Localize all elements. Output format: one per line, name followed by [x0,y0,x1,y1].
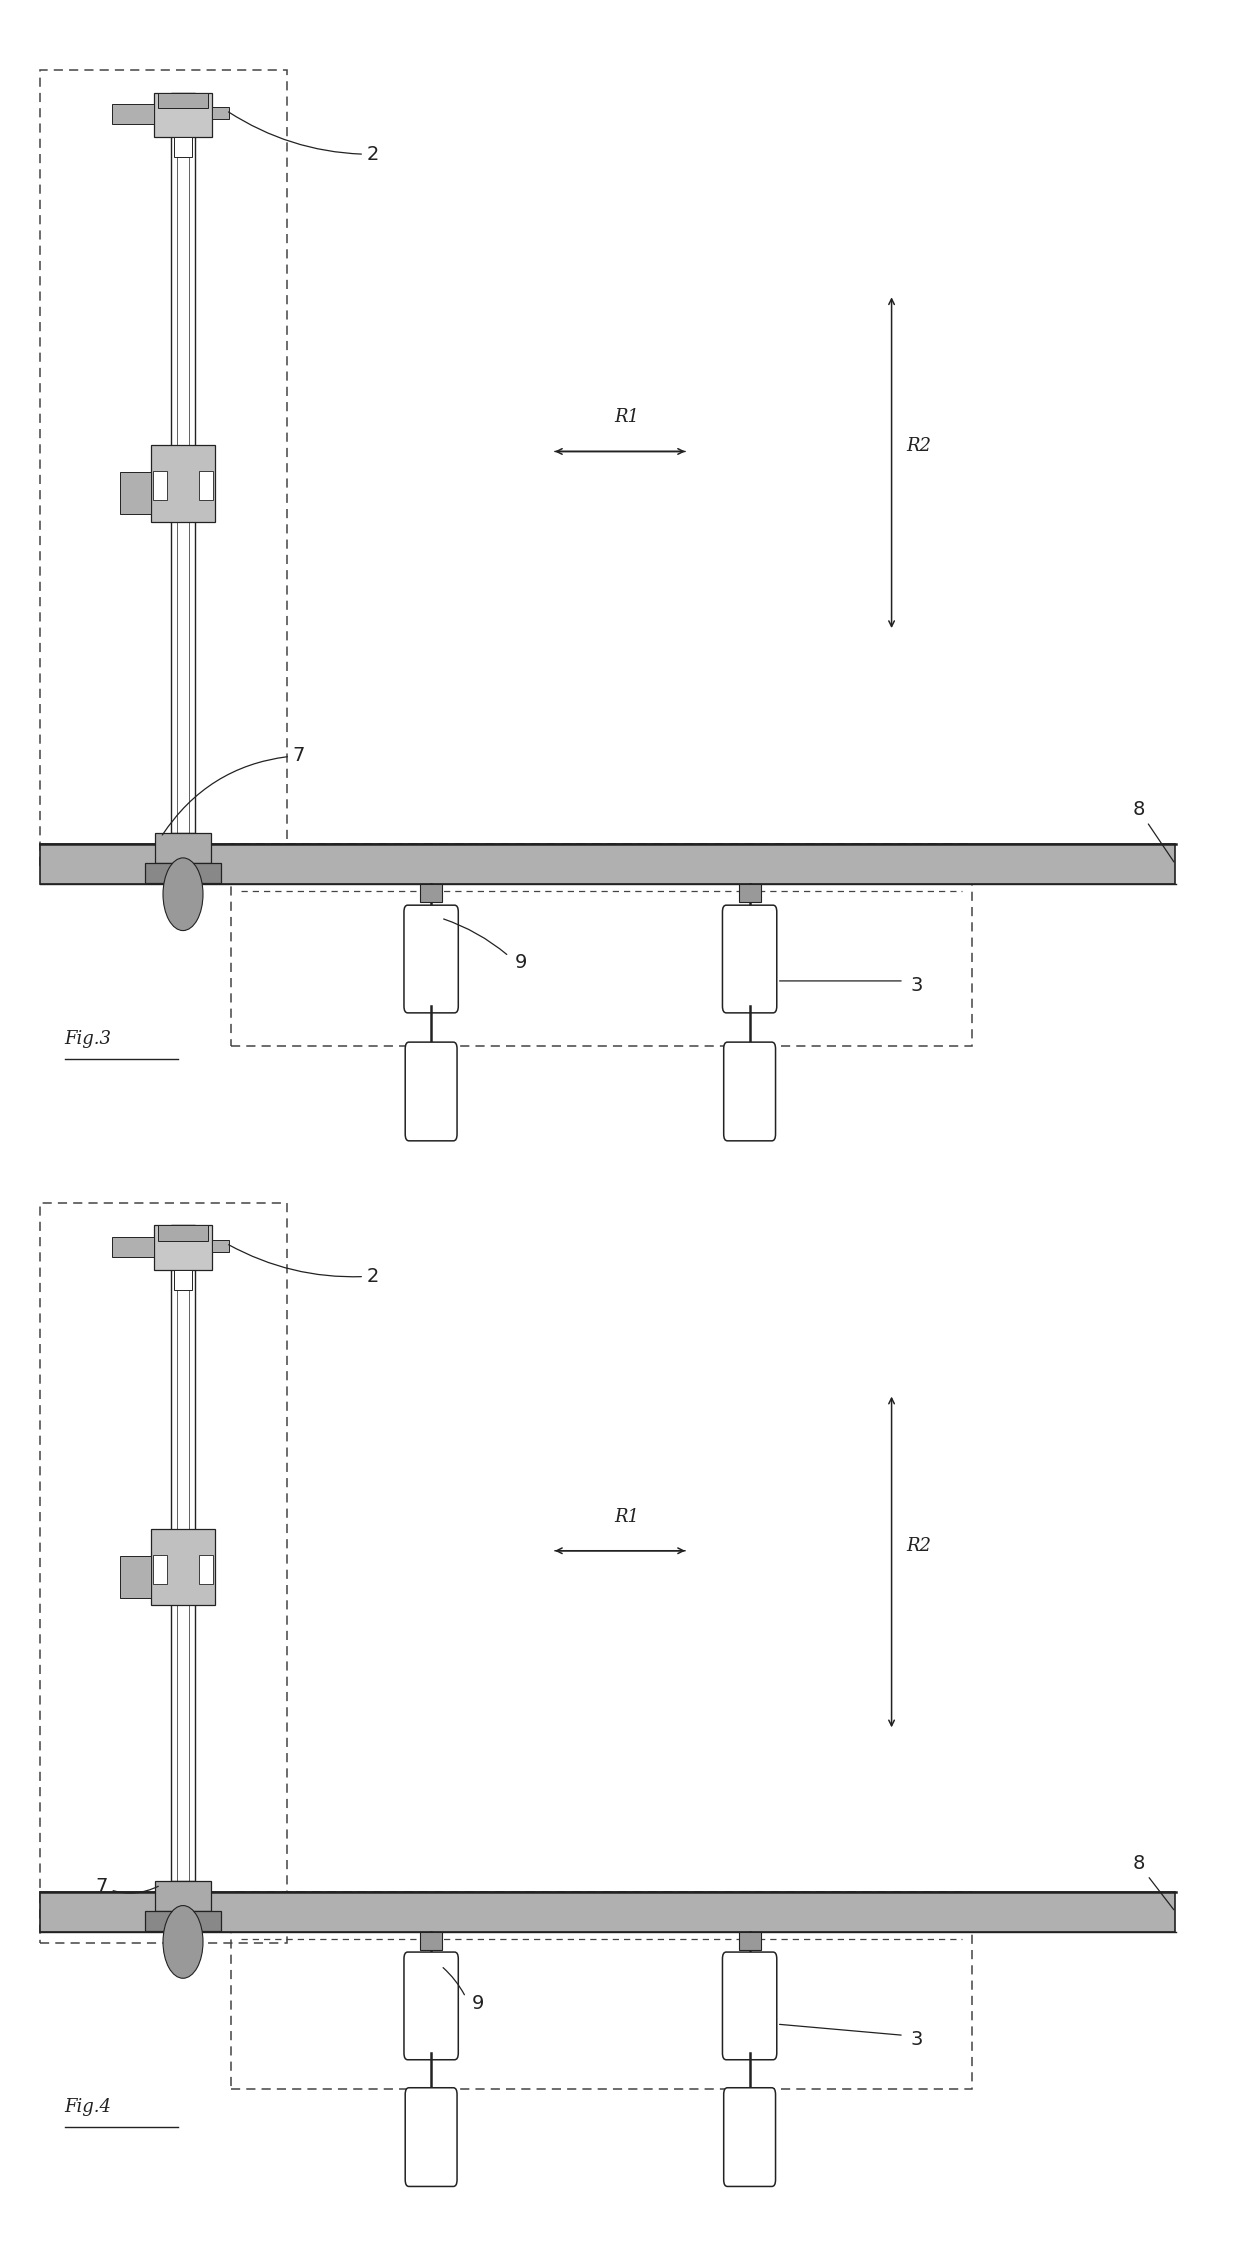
Bar [212,1239,228,1253]
Text: Fig.4: Fig.4 [64,2098,112,2116]
Bar [231,843,972,1046]
Text: 9: 9 [472,1995,485,2013]
Bar [171,1226,195,1880]
Text: 3: 3 [910,976,923,994]
FancyBboxPatch shape [723,1952,776,2060]
Bar [153,472,167,502]
Text: R1: R1 [614,409,639,427]
Bar [174,1271,192,1291]
Bar [112,1237,154,1257]
Bar [174,137,192,157]
Bar [739,884,760,902]
Bar [40,70,286,866]
Text: R1: R1 [614,1507,639,1525]
Bar [153,1554,167,1583]
Text: 2: 2 [228,112,379,164]
Text: 3: 3 [910,2031,923,2049]
Bar [154,92,212,137]
Bar [145,864,221,884]
Circle shape [162,857,203,931]
Bar [145,1912,221,1932]
FancyBboxPatch shape [724,1041,775,1140]
Circle shape [162,1905,203,1979]
Bar [120,1556,151,1597]
Text: 2: 2 [228,1244,379,1286]
FancyBboxPatch shape [404,1952,459,2060]
Bar [120,472,151,515]
Bar [739,1932,760,1950]
Bar [198,1554,213,1583]
Bar [155,1880,211,1912]
FancyBboxPatch shape [723,904,776,1012]
Bar [112,103,154,124]
Text: 9: 9 [515,954,527,972]
Bar [212,108,228,119]
Bar [420,884,443,902]
Bar [420,1932,443,1950]
Text: 8: 8 [1132,801,1174,861]
Bar [151,445,216,522]
Bar [159,1226,207,1241]
Bar [159,92,207,108]
Bar [155,832,211,864]
Bar [151,1529,216,1606]
Text: 7: 7 [162,747,305,834]
Bar [40,1203,286,1943]
FancyBboxPatch shape [405,1041,458,1140]
Text: Fig.3: Fig.3 [64,1030,112,1048]
Bar [171,92,195,832]
Text: 8: 8 [1132,1855,1174,1909]
FancyBboxPatch shape [405,2087,458,2186]
Bar [231,1891,972,2089]
Bar [40,843,1176,884]
Text: R2: R2 [906,439,931,457]
Text: 7: 7 [95,1876,159,1896]
Bar [40,1891,1176,1932]
Text: R2: R2 [906,1536,931,1554]
Bar [154,1226,212,1271]
Bar [198,472,213,502]
FancyBboxPatch shape [404,904,459,1012]
FancyBboxPatch shape [724,2087,775,2186]
